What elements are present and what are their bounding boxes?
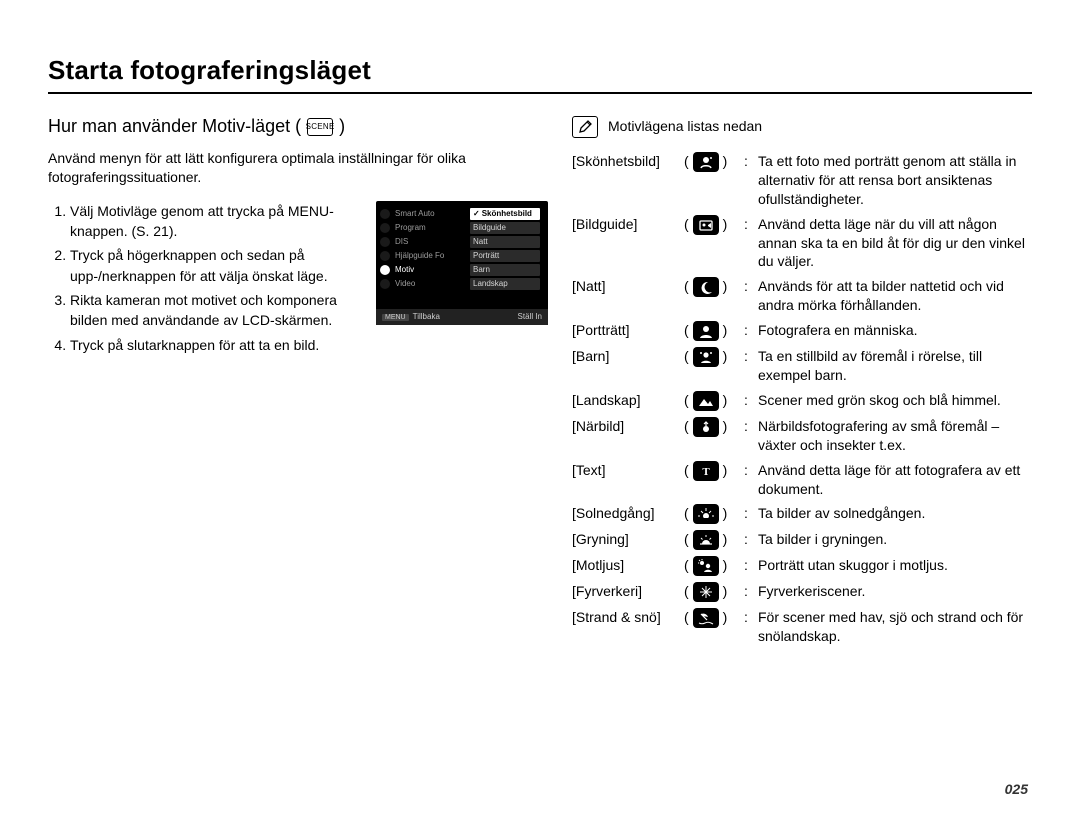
mode-description: :Fotografera en människa.	[744, 321, 1032, 340]
note-icon	[572, 116, 598, 138]
mode-label: [Text]	[572, 461, 684, 480]
mode-icon-cell: ()	[684, 582, 744, 602]
mode-icon-cell: ()	[684, 530, 744, 550]
mode-icon-cell: ()	[684, 556, 744, 576]
mode-label: [Motljus]	[572, 556, 684, 575]
mode-icon-cell: ()	[684, 504, 744, 524]
step-item: Tryck på högerknappen och sedan på upp-/…	[70, 245, 362, 286]
mode-row: [Portträtt]():Fotografera en människa.	[572, 321, 1032, 341]
mode-row: [Gryning]():Ta bilder i gryningen.	[572, 530, 1032, 550]
mode-description: :För scener med hav, sjö och strand och …	[744, 608, 1032, 646]
mode-icon-cell: ()	[684, 608, 744, 628]
mode-label: [Gryning]	[572, 530, 684, 549]
mode-row: [Text]():Använd detta läge för att fotog…	[572, 461, 1032, 499]
night-icon	[693, 277, 719, 297]
text-icon	[693, 461, 719, 481]
page-number: 025	[1005, 781, 1028, 797]
steps-list: Välj Motivläge genom att trycka på MENU-…	[48, 201, 362, 359]
mode-description: :Använd detta läge när du vill att någon…	[744, 215, 1032, 272]
step-item: Tryck på slutarknappen för att ta en bil…	[70, 335, 362, 355]
mode-label: [Barn]	[572, 347, 684, 366]
mode-label: [Bildguide]	[572, 215, 684, 234]
mode-icon-cell: ()	[684, 417, 744, 437]
section-heading: Hur man använder Motiv-läget ( SCENE )	[48, 116, 548, 137]
backlight-icon	[693, 556, 719, 576]
note-text: Motivlägena listas nedan	[608, 116, 762, 134]
step-item: Välj Motivläge genom att trycka på MENU-…	[70, 201, 362, 242]
mode-icon-cell: ()	[684, 277, 744, 297]
mode-label: [Landskap]	[572, 391, 684, 410]
mode-icon-cell: ()	[684, 461, 744, 481]
mode-list: [Skönhetsbild]():Ta ett foto med porträt…	[572, 152, 1032, 646]
title-rule	[48, 92, 1032, 94]
note-row: Motivlägena listas nedan	[572, 116, 1032, 138]
mode-label: [Skönhetsbild]	[572, 152, 684, 171]
mode-label: [Strand & snö]	[572, 608, 684, 627]
mode-row: [Strand & snö]():För scener med hav, sjö…	[572, 608, 1032, 646]
scene-mode-icon: SCENE	[307, 118, 333, 136]
mode-label: [Fyrverkeri]	[572, 582, 684, 601]
dawn-icon	[693, 530, 719, 550]
step-item: Rikta kameran mot motivet och komponera …	[70, 290, 362, 331]
section-heading-text: Hur man använder Motiv-läget (	[48, 116, 301, 137]
right-column: Motivlägena listas nedan [Skönhetsbild](…	[572, 116, 1032, 652]
guide-icon	[693, 215, 719, 235]
mode-description: :Används för att ta bilder nattetid och …	[744, 277, 1032, 315]
mode-description: :Ta bilder av solnedgången.	[744, 504, 1032, 523]
landscape-icon	[693, 391, 719, 411]
intro-text: Använd menyn för att lätt konfigurera op…	[48, 149, 548, 187]
mode-row: [Natt]():Används för att ta bilder natte…	[572, 277, 1032, 315]
mode-row: [Landskap]():Scener med grön skog och bl…	[572, 391, 1032, 411]
mode-description: :Ta bilder i gryningen.	[744, 530, 1032, 549]
mode-row: [Fyrverkeri]():Fyrverkeriscener.	[572, 582, 1032, 602]
mode-icon-cell: ()	[684, 347, 744, 367]
mode-row: [Närbild]():Närbildsfotografering av små…	[572, 417, 1032, 455]
mode-description: :Scener med grön skog och blå himmel.	[744, 391, 1032, 410]
mode-row: [Bildguide]():Använd detta läge när du v…	[572, 215, 1032, 272]
beauty-icon	[693, 152, 719, 172]
left-column: Hur man använder Motiv-läget ( SCENE ) A…	[48, 116, 548, 652]
mode-description: :Ta en stillbild av föremål i rörelse, t…	[744, 347, 1032, 385]
portrait-icon	[693, 321, 719, 341]
mode-icon-cell: ()	[684, 321, 744, 341]
lcd-footer: MENUTillbaka Ställ In	[376, 309, 548, 325]
mode-row: [Solnedgång]():Ta bilder av solnedgången…	[572, 504, 1032, 524]
mode-label: [Solnedgång]	[572, 504, 684, 523]
mode-row: [Motljus]():Porträtt utan skuggor i motl…	[572, 556, 1032, 576]
mode-label: [Portträtt]	[572, 321, 684, 340]
sunset-icon	[693, 504, 719, 524]
mode-description: :Porträtt utan skuggor i motljus.	[744, 556, 1032, 575]
mode-label: [Närbild]	[572, 417, 684, 436]
closeup-icon	[693, 417, 719, 437]
manual-page: Starta fotograferingsläget Hur man använ…	[0, 0, 1080, 672]
mode-label: [Natt]	[572, 277, 684, 296]
beach-icon	[693, 608, 719, 628]
lcd-preview: Smart AutoSkönhetsbild ProgramBildguide …	[376, 201, 548, 325]
firework-icon	[693, 582, 719, 602]
mode-description: :Använd detta läge för att fotografera a…	[744, 461, 1032, 499]
mode-icon-cell: ()	[684, 152, 744, 172]
mode-description: :Fyrverkeriscener.	[744, 582, 1032, 601]
children-icon	[693, 347, 719, 367]
mode-description: :Ta ett foto med porträtt genom att stäl…	[744, 152, 1032, 209]
mode-icon-cell: ()	[684, 391, 744, 411]
mode-description: :Närbildsfotografering av små föremål – …	[744, 417, 1032, 455]
mode-row: [Skönhetsbild]():Ta ett foto med porträt…	[572, 152, 1032, 209]
section-heading-close: )	[339, 116, 345, 137]
page-title: Starta fotograferingsläget	[48, 55, 1032, 86]
mode-icon-cell: ()	[684, 215, 744, 235]
mode-row: [Barn]():Ta en stillbild av föremål i rö…	[572, 347, 1032, 385]
